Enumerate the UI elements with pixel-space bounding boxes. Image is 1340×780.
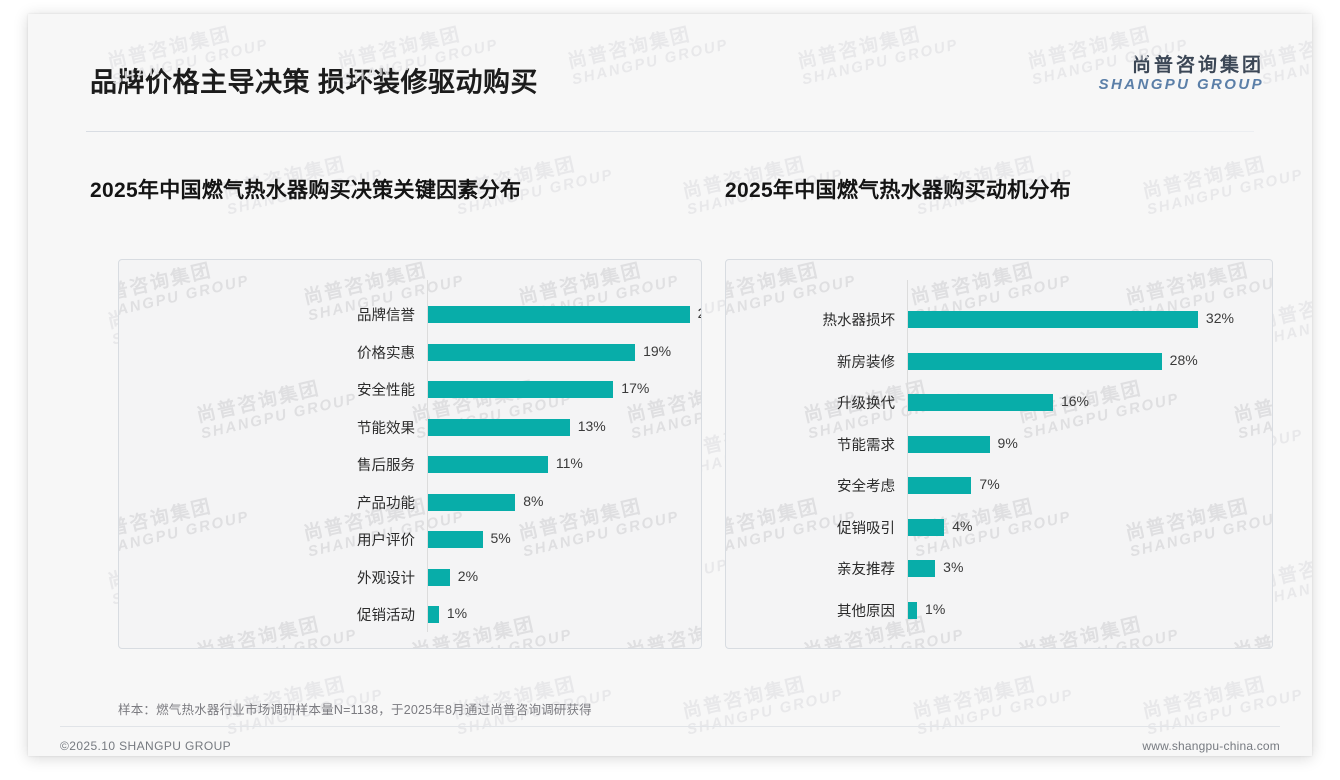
bar-category-label: 品牌信誉 [357, 308, 415, 324]
watermark-chinese: 尚普咨询集团 [910, 674, 1039, 723]
bar-value-label: 1% [925, 600, 946, 617]
bar [428, 306, 690, 323]
bar-category-label: 促销活动 [357, 608, 415, 624]
panel-decision-factors: 2025年中国燃气热水器购买决策关键因素分布 尚普咨询集团 SHANGPU GRO… [90, 174, 702, 649]
bar [908, 352, 1162, 370]
bar-value-label: 9% [997, 434, 1018, 451]
bar-value-label: 1% [446, 605, 468, 621]
chart-title-left: 2025年中国燃气热水器购买决策关键因素分布 [90, 179, 522, 202]
bar [908, 435, 990, 453]
panel-purchase-motivation: 2025年中国燃气热水器购买动机分布 尚普咨询集团 SHANGPU GROUP 尚普… [725, 174, 1273, 649]
sample-note: 样本：燃气热水器行业市场调研样本量N=1138，于2025年8月通过尚普咨询调研… [118, 703, 592, 717]
bar-value-label: 7% [979, 476, 1000, 492]
bar [428, 343, 636, 361]
bar-category-label: 售后服务 [357, 458, 415, 474]
bar-category-label: 促销吸引 [837, 520, 895, 537]
bar [428, 493, 516, 511]
bar [428, 381, 614, 398]
bar-value-label: 28% [1169, 351, 1198, 368]
bar [428, 531, 483, 548]
bar [428, 418, 570, 436]
bar-chart-right: 热水器损坏 32% 新房装修 28% 升级换代 16% 节能需求 9% 安全考虑 7% 促销吸引 4%… [726, 260, 1272, 648]
bar-category-label: 其他原因 [837, 603, 895, 620]
header-divider [86, 131, 1254, 132]
bar-category-label: 用户评价 [357, 533, 415, 549]
brand-logo: 尚普咨询集团 SHANGPU GROUP [1098, 55, 1264, 93]
bar-value-label: 19% [643, 342, 672, 359]
bar [908, 601, 918, 619]
chart-axis-right [907, 280, 908, 632]
bar-chart-left: 品牌信誉 24% 价格实惠 19% 安全性能 17% 节能效果 13% 售后服务 11% 产品功能 8… [119, 260, 701, 648]
bar-category-label: 升级换代 [837, 396, 895, 412]
bar-category-label: 外观设计 [357, 570, 415, 587]
bar [908, 394, 1053, 411]
bar-category-label: 产品功能 [357, 495, 415, 512]
logo-english-text: SHANGPU GROUP [1098, 75, 1264, 93]
chart-card-right: 尚普咨询集团 SHANGPU GROUP 尚普咨询集团 SHANGPU GROUP 尚普… [725, 259, 1273, 649]
website-link[interactable]: www.shangpu-china.com [1142, 739, 1280, 753]
bar [908, 311, 1198, 328]
chart-card-left: 尚普咨询集团 SHANGPU GROUP 尚普咨询集团 SHANGPU GROUP 尚普… [118, 259, 702, 649]
bar-category-label: 节能需求 [837, 437, 895, 454]
bar-value-label: 5% [490, 530, 511, 546]
bar [428, 456, 548, 473]
bar-value-label: 4% [952, 517, 973, 534]
bar [908, 560, 936, 577]
bar-value-label: 32% [1205, 310, 1234, 326]
watermark-chinese: 尚普咨询集团 [680, 674, 809, 723]
bar-value-label: 13% [577, 417, 606, 434]
slide-header: 品牌价格主导决策 损坏装修驱动购买 尚普咨询集团 SHANGPU GROUP [28, 14, 1312, 120]
bar-value-label: 11% [555, 455, 583, 471]
bar-value-label: 17% [621, 380, 650, 396]
bar-value-label: 2% [457, 567, 479, 584]
bar [908, 477, 972, 494]
copyright-text: ©2025.10 SHANGPU GROUP [60, 739, 232, 753]
bar-category-label: 亲友推荐 [837, 562, 895, 578]
bar-category-label: 安全性能 [357, 383, 415, 399]
bar-category-label: 价格实惠 [357, 345, 415, 362]
bar-value-label: 16% [1060, 393, 1089, 409]
bar-category-label: 热水器损坏 [822, 313, 896, 329]
page-title: 品牌价格主导决策 损坏装修驱动购买 [90, 67, 539, 98]
slide: 品牌价格主导决策 损坏装修驱动购买 尚普咨询集团 SHANGPU GROUP 尚… [28, 14, 1312, 756]
bar-value-label: 8% [523, 492, 544, 509]
bar [428, 568, 450, 586]
chart-axis-left [427, 280, 428, 632]
logo-chinese-text: 尚普咨询集团 [1131, 55, 1264, 76]
chart-title-right: 2025年中国燃气热水器购买动机分布 [725, 179, 1072, 202]
bar-category-label: 安全考虑 [837, 479, 895, 495]
bar-value-label: 24% [698, 305, 701, 321]
bar [908, 518, 945, 536]
bar-category-label: 节能效果 [357, 420, 415, 437]
bar-value-label: 3% [943, 559, 964, 575]
bar-category-label: 新房装修 [837, 354, 895, 371]
footer-divider [60, 726, 1280, 727]
watermark-chinese: 尚普咨询集团 [1140, 674, 1269, 723]
bar [428, 606, 439, 623]
slide-footer: ©2025.10 SHANGPU GROUP www.shangpu-china… [28, 726, 1312, 756]
